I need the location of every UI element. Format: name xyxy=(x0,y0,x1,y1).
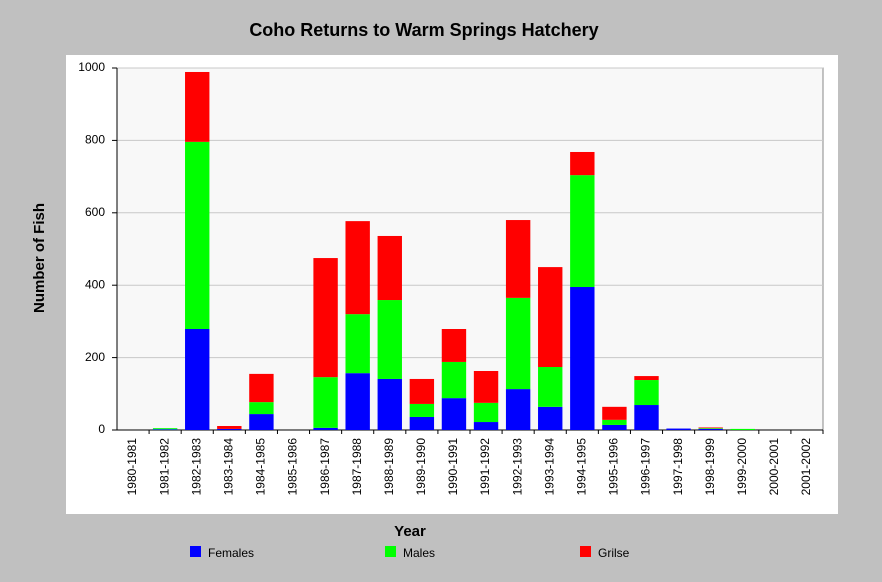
bar-segment xyxy=(602,419,627,425)
bar-segment xyxy=(185,141,210,330)
x-tick-label: 1986-1987 xyxy=(318,438,332,496)
bar-segment xyxy=(602,424,627,430)
bar-segment xyxy=(473,422,499,430)
x-tick-label: 1994-1995 xyxy=(574,438,588,496)
legend-swatch xyxy=(580,546,591,557)
y-tick-label: 600 xyxy=(85,205,105,219)
bar-segment xyxy=(570,287,595,430)
y-tick-label: 1000 xyxy=(78,60,105,74)
x-tick-label: 1992-1993 xyxy=(510,438,524,496)
x-tick-label: 1990-1991 xyxy=(446,438,460,496)
plot-area xyxy=(116,67,824,431)
bar-segment xyxy=(441,329,467,362)
bar-segment xyxy=(313,258,338,378)
bar-segment xyxy=(698,428,723,430)
bar-segment xyxy=(505,389,531,430)
y-tick-label: 0 xyxy=(98,422,105,436)
bar-segment xyxy=(249,414,274,430)
bar-segment xyxy=(345,314,370,374)
bar-segment xyxy=(152,429,178,430)
x-tick-label: 1980-1981 xyxy=(125,438,139,496)
x-tick-label: 1995-1996 xyxy=(607,438,621,496)
bar-segment xyxy=(730,428,755,430)
y-axis-title: Number of Fish xyxy=(31,203,48,313)
bar-segment xyxy=(377,300,402,379)
x-tick-label: 1981-1982 xyxy=(157,438,171,496)
x-tick-label: 1985-1986 xyxy=(286,438,300,496)
bar-segment xyxy=(473,402,499,423)
y-tick-label: 400 xyxy=(85,277,105,291)
legend-label: Females xyxy=(208,546,254,560)
bar-segment xyxy=(313,427,338,430)
bar-segment xyxy=(377,378,402,430)
bar-segment xyxy=(409,378,435,404)
bar-segment xyxy=(345,221,370,315)
bar-segment xyxy=(185,71,210,142)
bar-segment xyxy=(666,428,691,430)
legend-label: Grilse xyxy=(598,546,630,560)
bar-segment xyxy=(249,373,274,403)
legend-swatch xyxy=(385,546,396,557)
bar-segment xyxy=(538,406,563,430)
x-tick-label: 1987-1988 xyxy=(350,438,364,496)
x-tick-label: 2001-2002 xyxy=(799,438,813,496)
bar-segment xyxy=(217,428,242,430)
bar-segment xyxy=(185,329,210,430)
x-tick-label: 1989-1990 xyxy=(414,438,428,496)
bar-segment xyxy=(217,426,242,429)
x-tick-label: 1999-2000 xyxy=(735,438,749,496)
bar-segment xyxy=(602,406,627,420)
bar-segment xyxy=(570,151,595,176)
bar-segment xyxy=(249,402,274,415)
bar-segment xyxy=(698,428,723,429)
x-tick-label: 1996-1997 xyxy=(639,438,653,496)
x-tick-label: 1983-1984 xyxy=(221,438,235,496)
legend-swatch xyxy=(190,546,201,557)
x-tick-label: 2000-2001 xyxy=(767,438,781,496)
bar-segment xyxy=(505,297,531,390)
legend-label: Males xyxy=(403,546,435,560)
y-tick-label: 200 xyxy=(85,350,105,364)
bar-segment xyxy=(538,267,563,368)
x-tick-label: 1997-1998 xyxy=(671,438,685,496)
y-tick-label: 800 xyxy=(85,133,105,147)
x-tick-label: 1993-1994 xyxy=(542,438,556,496)
x-tick-label: 1998-1999 xyxy=(703,438,717,496)
bar-segment xyxy=(634,380,659,406)
bar-segment xyxy=(505,220,531,298)
bar-segment xyxy=(409,403,435,417)
bar-segment xyxy=(152,428,178,430)
bar-segment xyxy=(538,367,563,407)
x-tick-label: 1991-1992 xyxy=(478,438,492,496)
bar-segment xyxy=(409,416,435,430)
x-axis-title: Year xyxy=(394,523,426,540)
bar-segment xyxy=(441,398,467,430)
x-tick-label: 1982-1983 xyxy=(189,438,203,496)
bar-segment xyxy=(634,405,659,430)
bar-segment xyxy=(377,235,402,301)
chart-title: Coho Returns to Warm Springs Hatchery xyxy=(249,20,598,40)
bar-segment xyxy=(634,376,659,381)
x-tick-label: 1984-1985 xyxy=(254,438,268,496)
bar-segment xyxy=(441,361,467,399)
bar-segment xyxy=(698,427,723,429)
x-tick-label: 1988-1989 xyxy=(382,438,396,496)
bar-segment xyxy=(473,370,499,403)
bar-segment xyxy=(345,373,370,430)
bar-segment xyxy=(570,175,595,288)
bar-segment xyxy=(313,377,338,428)
